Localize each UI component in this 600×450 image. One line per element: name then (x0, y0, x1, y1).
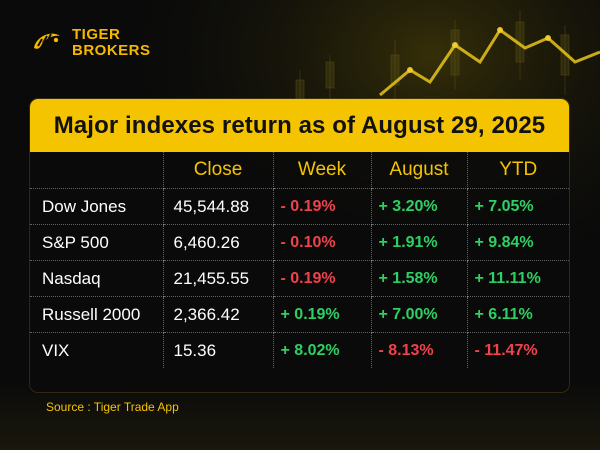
table-header-row: Close Week August YTD (30, 152, 569, 189)
week-return: + 0.19% (272, 296, 372, 333)
brand-line1: TIGER (72, 26, 121, 43)
brand-name: TIGER BROKERS (72, 27, 151, 59)
index-name: VIX (30, 332, 164, 368)
index-name: S&P 500 (30, 224, 164, 261)
close-value: 2,366.42 (162, 296, 274, 333)
week-return: - 0.19% (272, 260, 372, 297)
page-title: Major indexes return as of August 29, 20… (53, 111, 546, 139)
august-return: + 1.91% (370, 224, 468, 261)
close-value: 6,460.26 (162, 224, 274, 261)
table-row: S&P 500 6,460.26 - 0.10% + 1.91% + 9.84% (30, 224, 569, 261)
returns-card: Major indexes return as of August 29, 20… (30, 99, 569, 392)
close-value: 21,455.55 (162, 260, 274, 297)
ytd-return: + 11.11% (466, 260, 569, 297)
brand-line2: BROKERS (72, 42, 151, 59)
brand-logo: TIGER BROKERS (30, 26, 151, 60)
tiger-logo-icon (34, 33, 60, 49)
column-header-august: August (370, 152, 468, 189)
column-header-ytd: YTD (466, 152, 569, 189)
ytd-return: + 6.11% (466, 296, 569, 333)
august-return: + 3.20% (370, 188, 468, 225)
ytd-return: + 7.05% (466, 188, 569, 225)
ytd-return: + 9.84% (466, 224, 569, 261)
table-row: Nasdaq 21,455.55 - 0.19% + 1.58% + 11.11… (30, 260, 569, 297)
august-return: + 7.00% (370, 296, 468, 333)
index-name: Russell 2000 (30, 296, 164, 333)
week-return: - 0.10% (272, 224, 372, 261)
table-row: Russell 2000 2,366.42 + 0.19% + 7.00% + … (30, 296, 569, 333)
column-header-week: Week (272, 152, 372, 189)
source-note: Source : Tiger Trade App (46, 400, 179, 414)
index-name: Nasdaq (30, 260, 164, 297)
column-header-close: Close (162, 152, 274, 189)
column-header-index (30, 152, 164, 189)
table-row: VIX 15.36 + 8.02% - 8.13% - 11.47% (30, 332, 569, 368)
table-row: Dow Jones 45,544.88 - 0.19% + 3.20% + 7.… (30, 188, 569, 225)
close-value: 45,544.88 (162, 188, 274, 225)
title-bar: Major indexes return as of August 29, 20… (30, 99, 569, 152)
ytd-return: - 11.47% (466, 332, 569, 368)
close-value: 15.36 (162, 332, 274, 368)
index-name: Dow Jones (30, 188, 164, 225)
returns-table: Close Week August YTD Dow Jones 45,544.8… (30, 152, 569, 368)
august-return: + 1.58% (370, 260, 468, 297)
week-return: - 0.19% (272, 188, 372, 225)
august-return: - 8.13% (370, 332, 468, 368)
week-return: + 8.02% (272, 332, 372, 368)
